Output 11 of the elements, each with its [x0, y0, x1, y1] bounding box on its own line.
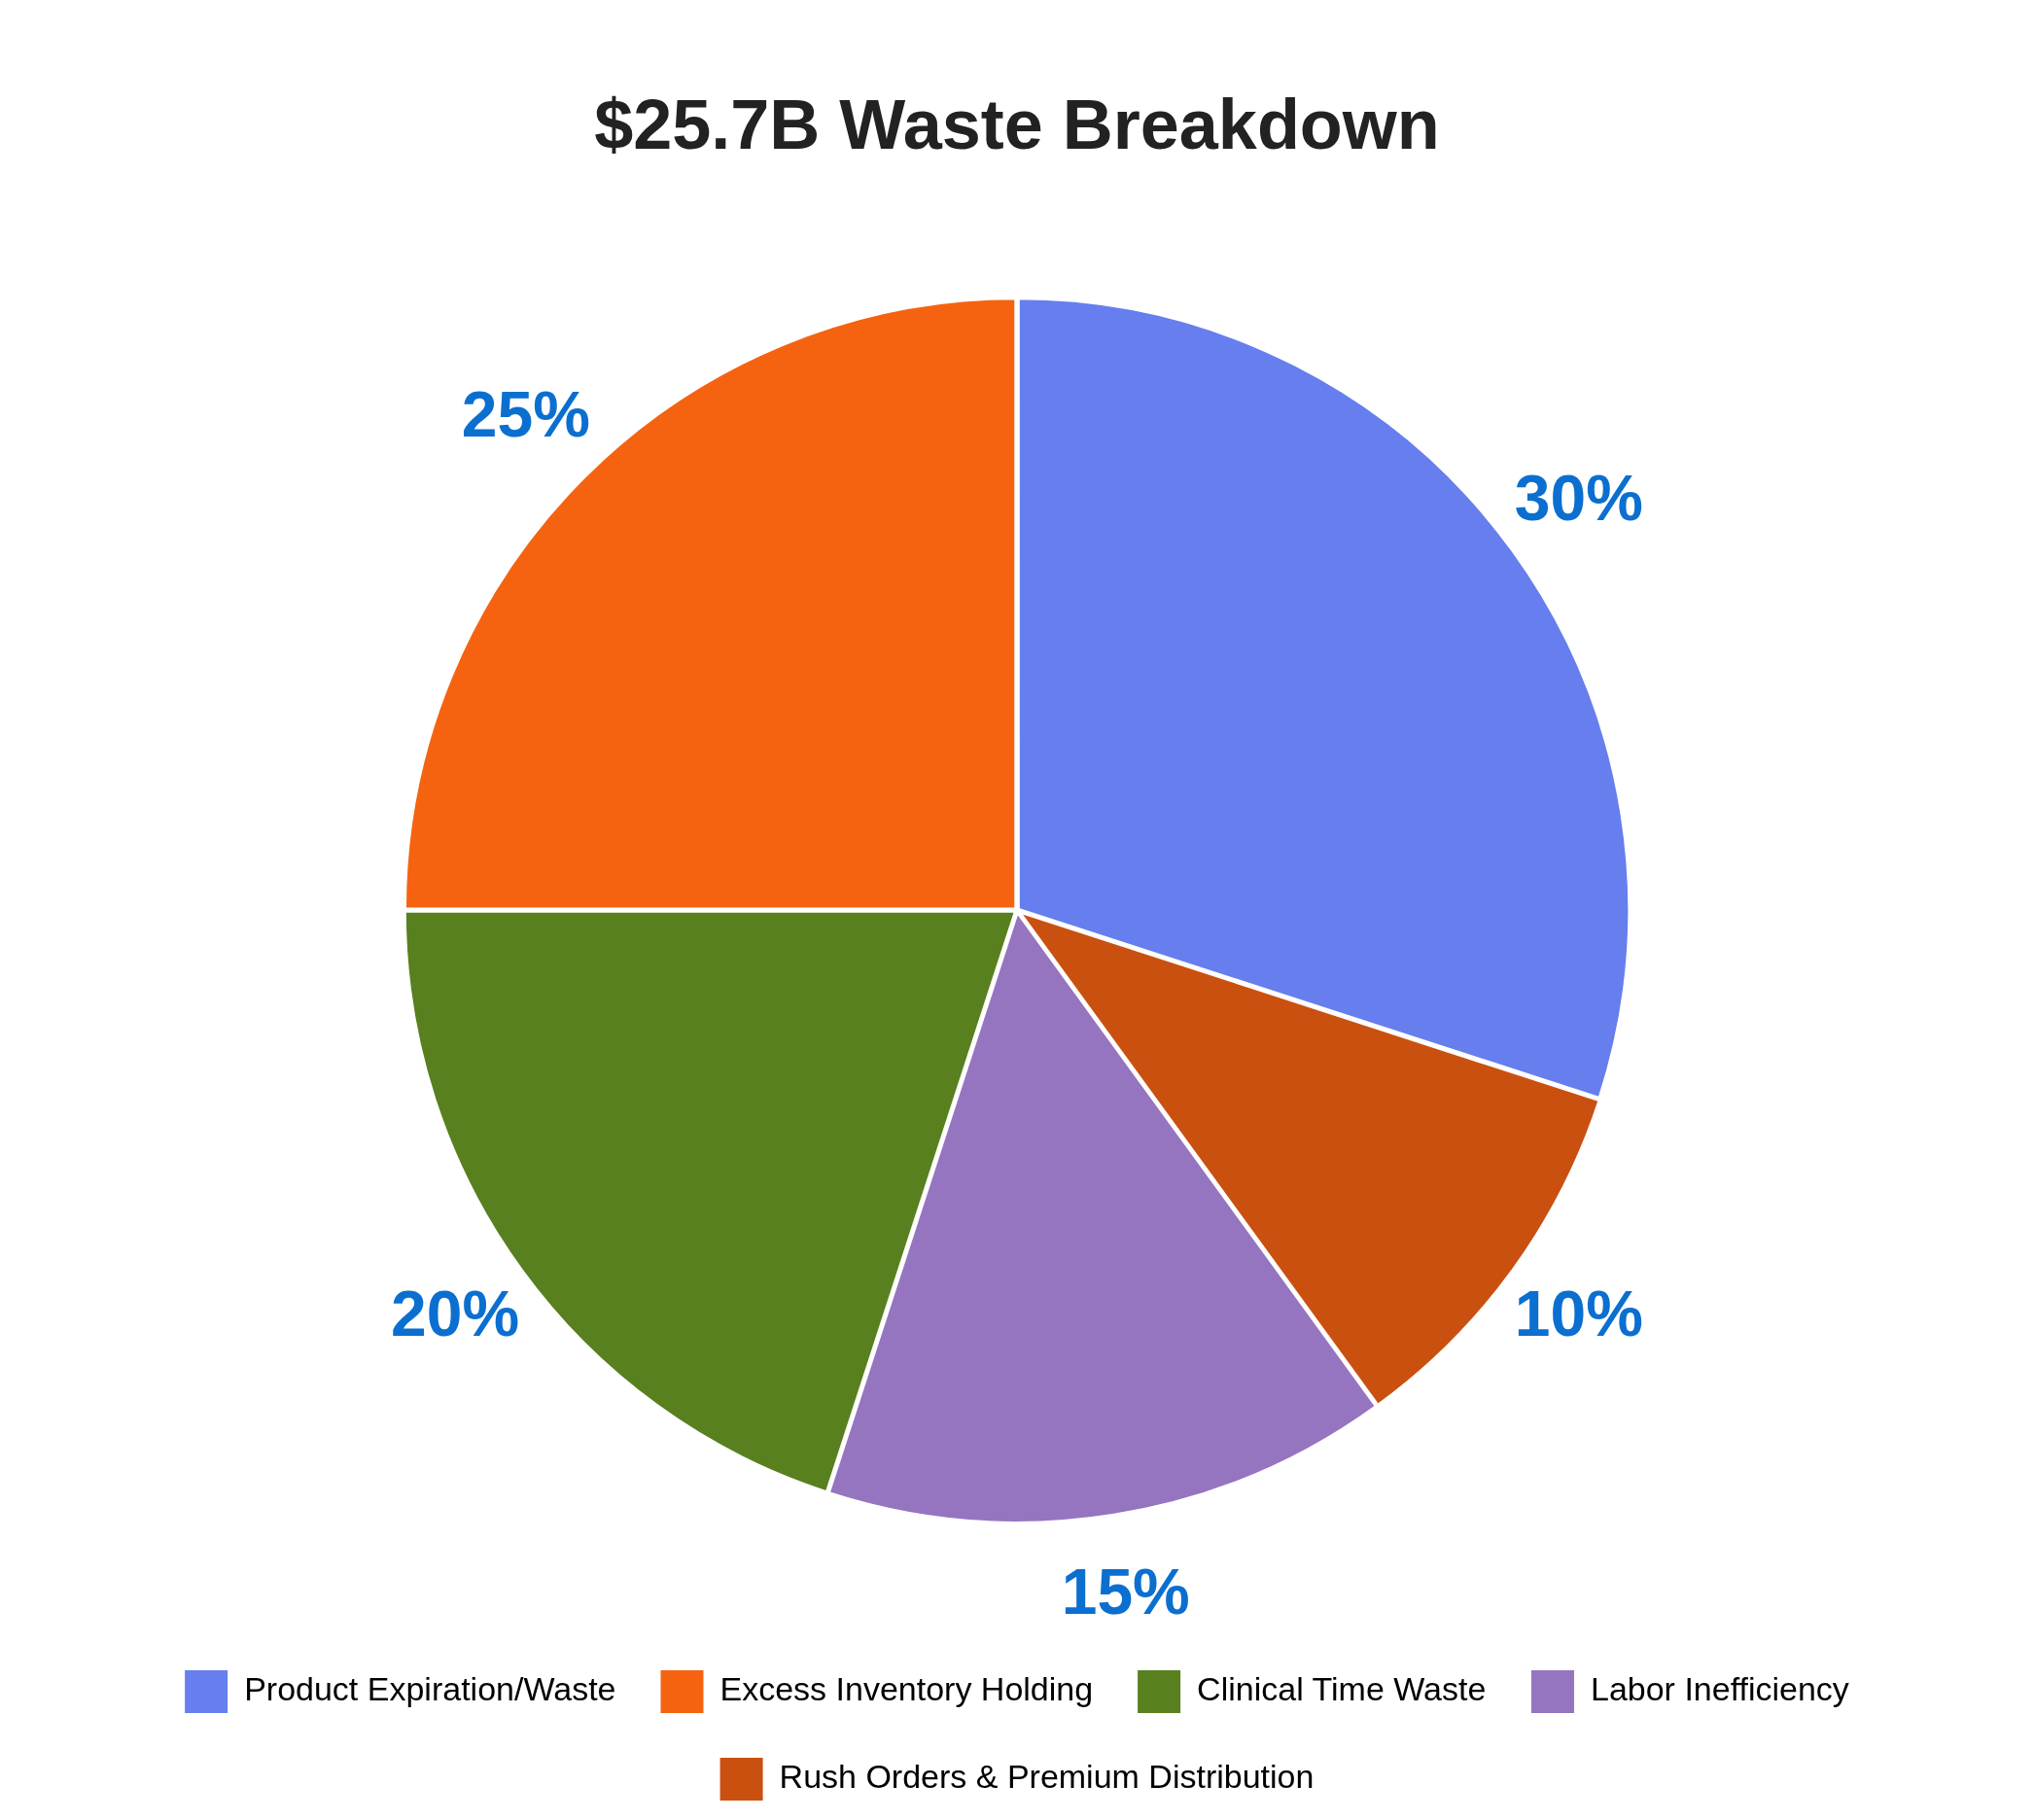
- legend-label: Rush Orders & Premium Distribution: [779, 1758, 1315, 1796]
- data-label: 20%: [391, 1278, 520, 1350]
- data-label: 10%: [1514, 1278, 1643, 1350]
- data-label: 30%: [1514, 461, 1643, 534]
- data-label: 15%: [1061, 1555, 1190, 1628]
- chart-title: $25.7B Waste Breakdown: [594, 86, 1440, 164]
- legend-label: Labor Inefficiency: [1590, 1670, 1849, 1708]
- legend-label: Clinical Time Waste: [1197, 1670, 1487, 1708]
- legend-label: Excess Inventory Holding: [719, 1670, 1094, 1708]
- legend-label: Product Expiration/Waste: [244, 1670, 616, 1708]
- data-label: 25%: [461, 378, 590, 451]
